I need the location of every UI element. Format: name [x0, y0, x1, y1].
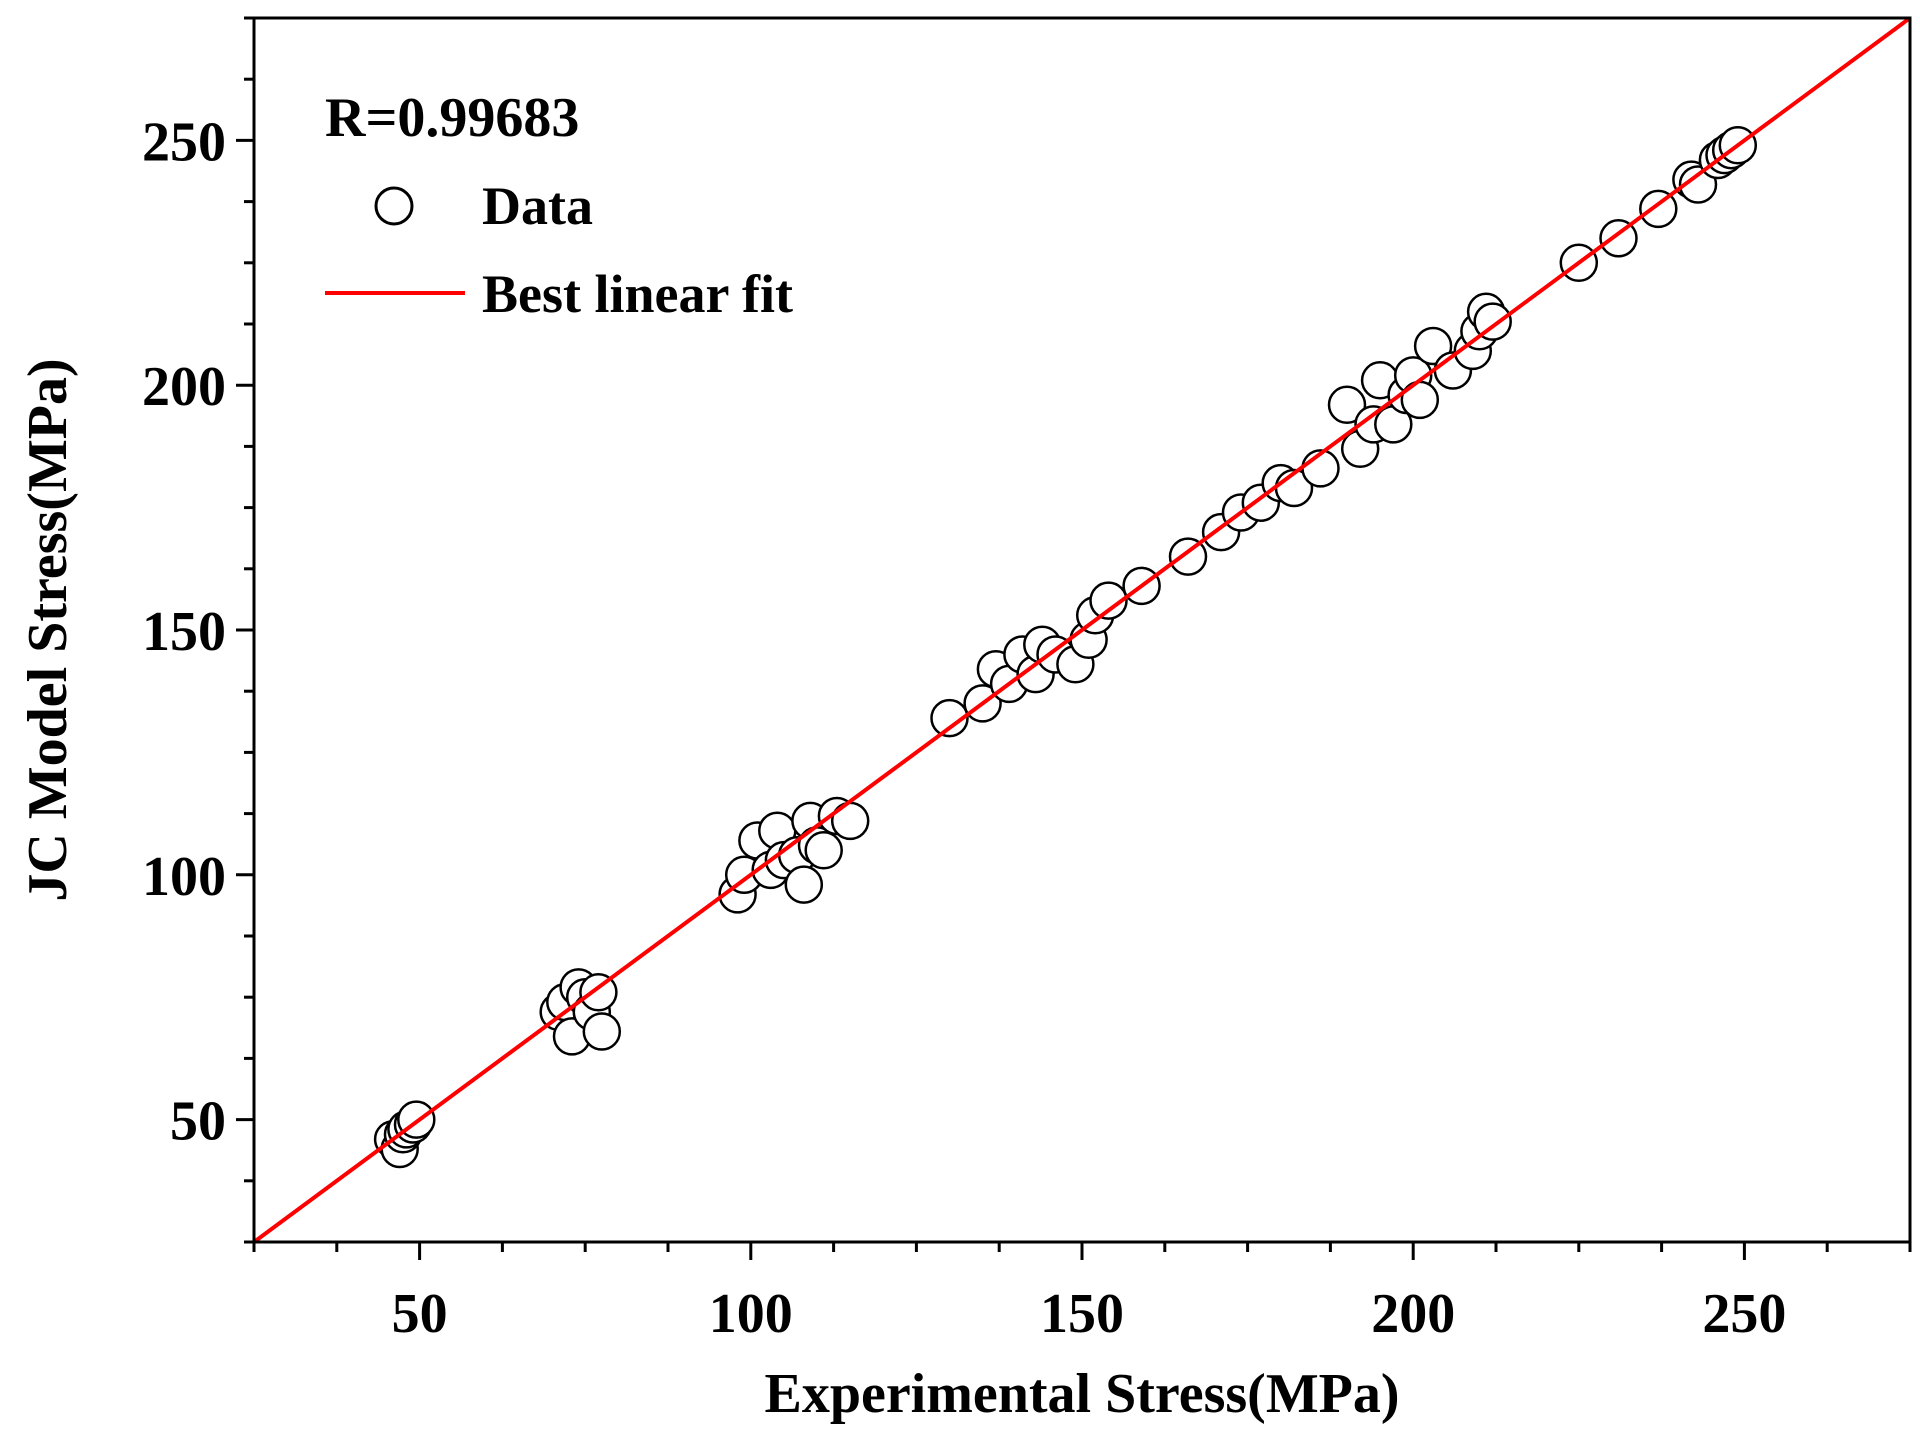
- y-tick-label: 50: [170, 1091, 226, 1153]
- legend: Data Best linear fit: [325, 176, 793, 324]
- y-axis-label: JC Model Stress(MPa): [17, 358, 79, 901]
- legend-data-marker-icon: [374, 186, 414, 226]
- y-tick-label: 150: [142, 601, 226, 663]
- y-tick-label: 250: [142, 111, 226, 173]
- data-point: [582, 1012, 622, 1051]
- x-tick-label: 100: [709, 1283, 793, 1345]
- legend-data-label: Data: [482, 176, 593, 236]
- data-point: [1168, 537, 1208, 576]
- fit-line-layer: [254, 18, 1910, 1242]
- data-point: [804, 831, 843, 870]
- data-point: [1089, 581, 1128, 620]
- y-tick-label: 200: [142, 356, 226, 418]
- data-point: [1327, 385, 1367, 425]
- r-value-annotation: R=0.99683: [325, 87, 579, 149]
- data-point: [579, 973, 618, 1012]
- legend-fit-label: Best linear fit: [482, 264, 793, 324]
- data-point: [1639, 189, 1678, 229]
- x-tick-label: 150: [1040, 1283, 1124, 1345]
- best-fit-line: [254, 18, 1910, 1242]
- data-point: [1599, 219, 1638, 258]
- data-point: [930, 698, 969, 738]
- x-tick-label: 250: [1702, 1283, 1786, 1345]
- x-axis-label: Experimental Stress(MPa): [764, 1363, 1399, 1425]
- y-tick-label: 100: [142, 846, 226, 908]
- x-tick-label: 50: [392, 1283, 448, 1345]
- data-point: [1473, 302, 1512, 341]
- data-point: [784, 865, 824, 904]
- axis-ticks: 50 100 150 200 250 50 100 150 200 250: [142, 16, 1912, 1345]
- data-markers: [373, 126, 1758, 1169]
- x-tick-label: 200: [1371, 1283, 1455, 1345]
